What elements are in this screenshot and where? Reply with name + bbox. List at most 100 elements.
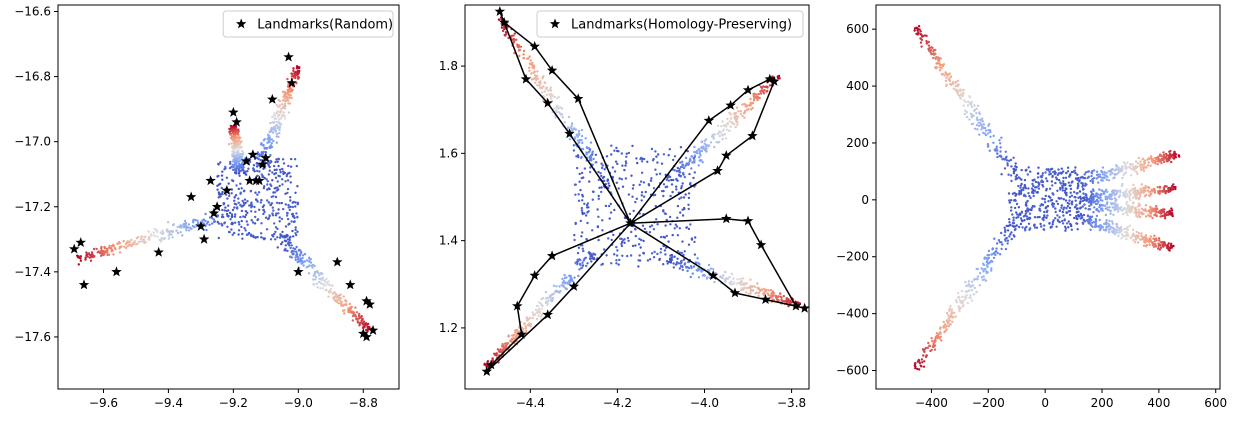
point-arm bbox=[269, 153, 272, 157]
point-arm bbox=[560, 107, 564, 110]
point-arm bbox=[687, 162, 690, 165]
point-arm bbox=[262, 139, 266, 142]
point-arm bbox=[275, 141, 278, 144]
point-arm bbox=[1101, 173, 1105, 176]
point-arm bbox=[995, 145, 998, 148]
point-arm bbox=[775, 298, 779, 301]
point-arm bbox=[970, 299, 974, 302]
point-arm bbox=[684, 164, 687, 167]
point-arm bbox=[1014, 162, 1017, 165]
point-arm bbox=[951, 320, 954, 323]
point-arm bbox=[965, 111, 969, 114]
landmark-star bbox=[516, 329, 527, 339]
point-core bbox=[665, 234, 668, 238]
point-arm bbox=[1098, 188, 1101, 191]
point-core bbox=[1066, 222, 1069, 225]
point-arm bbox=[1159, 215, 1162, 218]
point-core bbox=[287, 164, 290, 168]
point-arm bbox=[1117, 171, 1120, 175]
point-core bbox=[263, 185, 266, 188]
point-arm bbox=[678, 267, 681, 270]
point-arm bbox=[242, 152, 245, 155]
point-arm bbox=[533, 313, 537, 316]
point-core bbox=[675, 188, 678, 191]
point-arm bbox=[767, 289, 770, 292]
point-core bbox=[615, 262, 618, 265]
point-arm bbox=[171, 236, 174, 239]
point-arm bbox=[356, 321, 360, 324]
point-core bbox=[1012, 216, 1015, 219]
point-core bbox=[1062, 180, 1065, 183]
point-arm bbox=[332, 297, 335, 300]
point-arm bbox=[287, 83, 290, 86]
point-arm bbox=[1137, 241, 1140, 244]
point-arm bbox=[319, 281, 322, 284]
point-arm bbox=[954, 84, 957, 88]
point-arm bbox=[565, 287, 568, 291]
point-core bbox=[1061, 186, 1064, 190]
point-arm bbox=[978, 284, 981, 287]
point-arm bbox=[221, 213, 224, 216]
point-core bbox=[1033, 226, 1037, 229]
point-arm bbox=[958, 309, 961, 312]
point-arm bbox=[675, 177, 678, 181]
point-arm bbox=[1108, 223, 1111, 227]
point-core bbox=[1033, 178, 1036, 181]
point-arm bbox=[1087, 201, 1091, 204]
point-arm bbox=[751, 285, 755, 288]
point-arm bbox=[550, 293, 554, 296]
point-core bbox=[233, 215, 237, 218]
point-arm bbox=[1126, 205, 1129, 208]
point-arm bbox=[980, 276, 984, 279]
point-core bbox=[1035, 186, 1038, 189]
point-arm bbox=[721, 137, 724, 141]
point-core bbox=[284, 225, 288, 228]
point-core bbox=[231, 208, 235, 212]
point-arm bbox=[1141, 158, 1144, 161]
point-arm bbox=[538, 307, 541, 310]
point-core bbox=[581, 195, 585, 198]
point-core bbox=[289, 196, 292, 199]
point-arm bbox=[1081, 184, 1085, 187]
landmark-star bbox=[546, 65, 558, 75]
point-arm bbox=[952, 87, 955, 91]
point-arm bbox=[553, 95, 557, 99]
point-arm bbox=[1108, 206, 1111, 209]
point-core bbox=[1069, 191, 1072, 194]
point-arm bbox=[690, 155, 694, 158]
point-arm bbox=[335, 299, 339, 302]
point-arm bbox=[101, 253, 105, 257]
point-arm bbox=[518, 54, 521, 58]
point-core bbox=[278, 216, 281, 219]
point-core bbox=[1019, 222, 1023, 226]
point-core bbox=[1012, 170, 1016, 173]
point-arm bbox=[713, 145, 716, 149]
point-core bbox=[576, 251, 580, 255]
point-arm bbox=[269, 144, 272, 147]
edge bbox=[630, 218, 727, 224]
point-arm bbox=[931, 46, 934, 50]
landmark-star bbox=[760, 294, 771, 304]
point-arm bbox=[231, 163, 234, 166]
point-core bbox=[1062, 214, 1065, 217]
point-arm bbox=[1121, 182, 1124, 186]
point-core bbox=[267, 217, 271, 220]
point-arm bbox=[982, 263, 986, 267]
point-core bbox=[680, 196, 683, 199]
point-arm bbox=[1138, 215, 1142, 219]
point-arm bbox=[234, 155, 237, 158]
point-arm bbox=[752, 99, 756, 102]
point-core bbox=[246, 223, 249, 226]
point-arm bbox=[699, 154, 702, 157]
point-arm bbox=[570, 126, 573, 130]
point-core bbox=[288, 208, 291, 212]
point-arm bbox=[947, 325, 950, 328]
point-core bbox=[1060, 204, 1064, 207]
point-core bbox=[641, 157, 644, 160]
point-core bbox=[286, 179, 290, 182]
point-arm bbox=[1006, 242, 1009, 245]
point-arm bbox=[1099, 204, 1102, 208]
point-core bbox=[1047, 168, 1050, 172]
point-arm bbox=[1100, 169, 1103, 173]
point-core bbox=[246, 211, 249, 214]
